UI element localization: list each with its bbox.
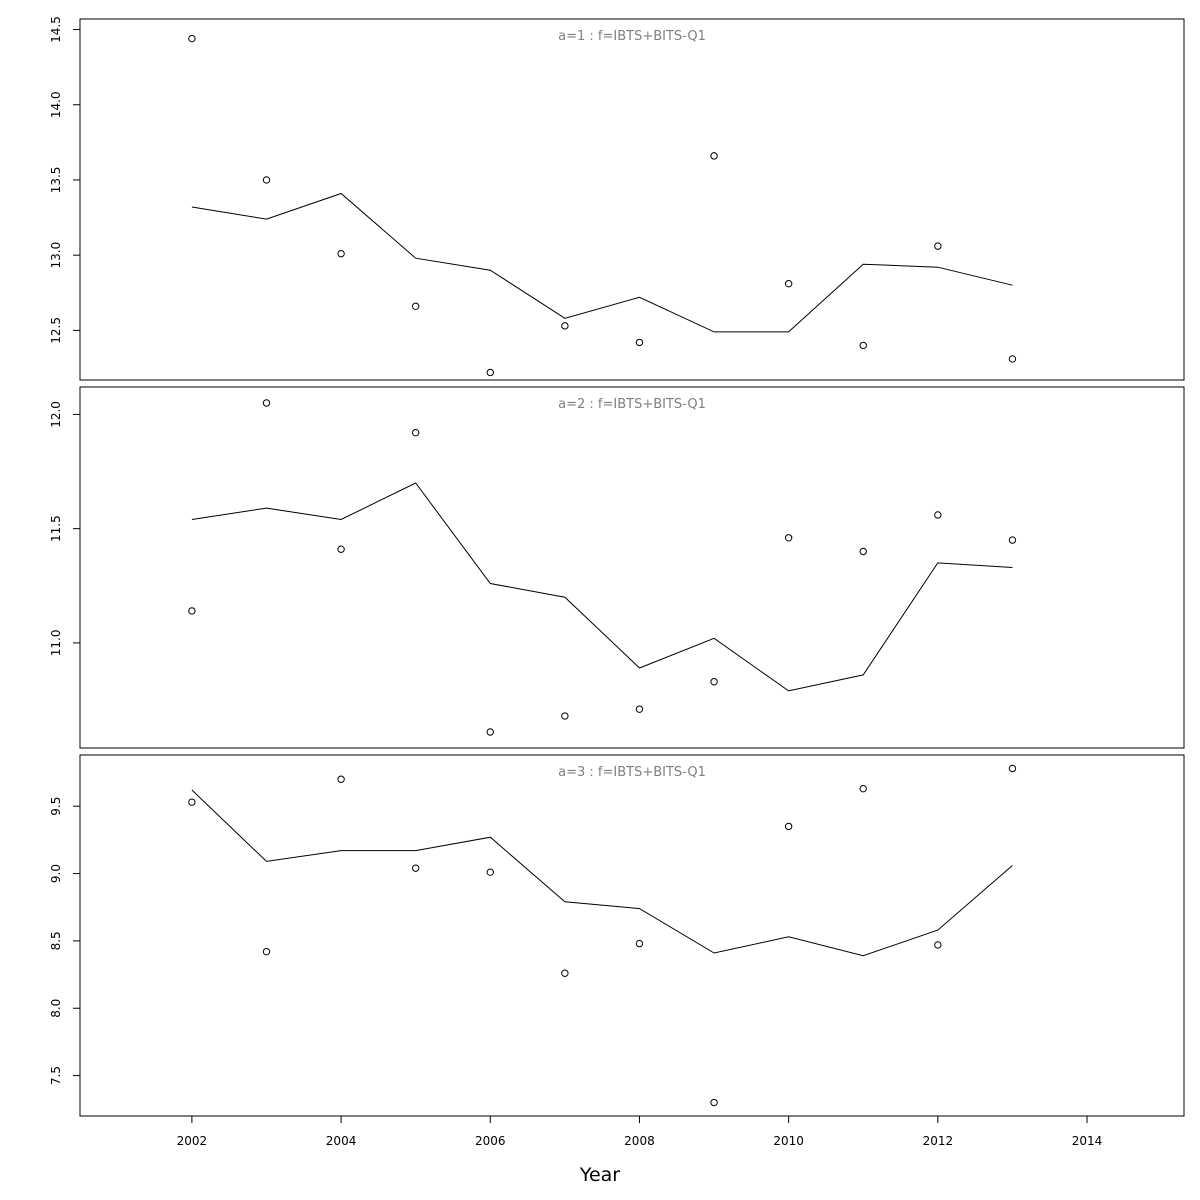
observed-point bbox=[411, 864, 420, 872]
x-axis-title: Year bbox=[579, 1164, 620, 1186]
observed-point bbox=[262, 176, 271, 184]
y-tick-label: 9.5 bbox=[49, 797, 63, 816]
observed-point bbox=[934, 941, 942, 949]
observed-point bbox=[710, 152, 718, 160]
y-tick-label: 7.5 bbox=[49, 1066, 63, 1085]
observed-point bbox=[1008, 764, 1017, 773]
y-tick-label: 14.0 bbox=[49, 91, 63, 118]
observed-point bbox=[486, 728, 494, 736]
x-axis: 2002 2004 2006 2008 2010 2012 2014 bbox=[177, 1116, 1103, 1148]
fitted-line bbox=[191, 789, 1013, 957]
panel-strip-label: a=3 : f=IBTS+BITS-Q1 bbox=[558, 765, 706, 780]
observed-point bbox=[561, 712, 569, 720]
observed-point bbox=[934, 242, 942, 250]
y-tick-label: 12.5 bbox=[49, 317, 63, 344]
y-tick-label: 11.0 bbox=[49, 630, 63, 657]
fitted-line bbox=[191, 482, 1013, 692]
observed-point bbox=[561, 322, 569, 330]
panel-frame bbox=[79, 754, 1185, 1117]
x-tick-label: 2004 bbox=[326, 1134, 357, 1148]
panel-strip-label: a=1 : f=IBTS+BITS-Q1 bbox=[558, 29, 706, 44]
observed-point bbox=[262, 947, 271, 956]
y-tick-label: 13.0 bbox=[49, 242, 63, 269]
observed-point bbox=[411, 302, 420, 310]
observed-point bbox=[188, 798, 196, 806]
fitted-line bbox=[191, 192, 1013, 333]
y-tick-label: 13.5 bbox=[49, 167, 63, 194]
x-tick-label: 2012 bbox=[923, 1134, 954, 1148]
panel-3: a=3 : f=IBTS+BITS-Q1 7.5 8.0 8.5 9.0 9.5 bbox=[49, 754, 1185, 1117]
y-tick-label: 11.5 bbox=[49, 515, 63, 542]
panel-1: a=1 : f=IBTS+BITS-Q1 12.5 13.0 13.5 14.0 14.5 bbox=[49, 16, 1185, 381]
observed-point bbox=[859, 784, 867, 793]
observed-point bbox=[859, 341, 867, 350]
observed-point bbox=[635, 939, 644, 948]
x-tick-label: 2008 bbox=[624, 1134, 655, 1148]
observed-point bbox=[337, 249, 345, 258]
observed-point bbox=[635, 705, 644, 713]
y-tick-label: 12.0 bbox=[49, 401, 63, 428]
y-tick-label: 8.0 bbox=[49, 999, 63, 1018]
observed-point bbox=[635, 338, 644, 347]
observed-point bbox=[934, 511, 942, 519]
observed-point bbox=[859, 547, 867, 556]
x-tick-label: 2010 bbox=[773, 1134, 804, 1148]
observed-point bbox=[784, 280, 793, 288]
observed-point bbox=[710, 1098, 718, 1107]
observed-point bbox=[710, 678, 718, 686]
observed-point bbox=[411, 428, 420, 437]
panel-strip-label: a=2 : f=IBTS+BITS-Q1 bbox=[558, 397, 706, 412]
observed-point bbox=[561, 969, 569, 977]
observed-point bbox=[1008, 355, 1017, 363]
observed-point bbox=[486, 368, 494, 377]
observed-point bbox=[262, 399, 271, 407]
x-tick-label: 2014 bbox=[1072, 1134, 1103, 1148]
observed-point bbox=[337, 775, 345, 783]
y-tick-label: 14.5 bbox=[49, 16, 63, 43]
observed-point bbox=[188, 34, 196, 43]
panel-frame bbox=[79, 18, 1185, 381]
observed-point bbox=[337, 545, 345, 553]
panel-2: a=2 : f=IBTS+BITS-Q1 11.0 11.5 12.0 bbox=[49, 386, 1185, 749]
observed-point bbox=[486, 868, 494, 876]
panel-frame bbox=[79, 386, 1185, 749]
observed-point bbox=[784, 534, 793, 542]
x-tick-label: 2006 bbox=[475, 1134, 506, 1148]
y-tick-label: 8.5 bbox=[49, 931, 63, 950]
x-tick-label: 2002 bbox=[177, 1134, 208, 1148]
observed-point bbox=[188, 607, 196, 615]
panels: a=1 : f=IBTS+BITS-Q1 12.5 13.0 13.5 14.0 14.5… bbox=[49, 16, 1185, 1117]
y-tick-label: 9.0 bbox=[49, 864, 63, 883]
observed-point bbox=[784, 822, 793, 831]
observed-point bbox=[1008, 536, 1017, 544]
